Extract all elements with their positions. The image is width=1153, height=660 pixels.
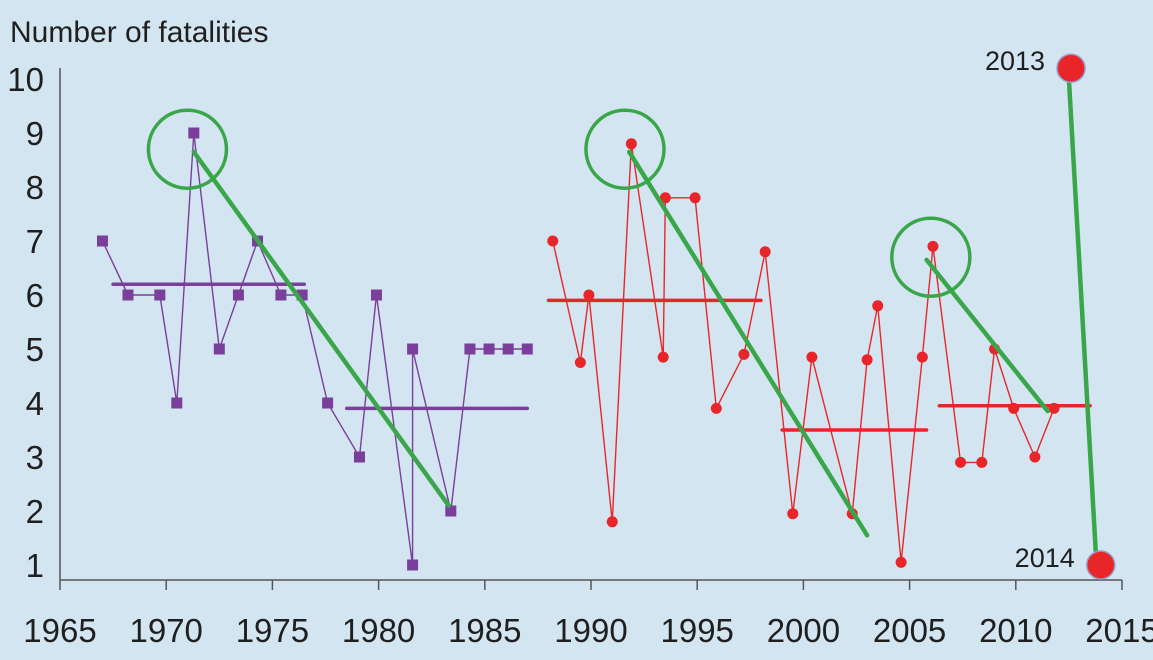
series-line — [552, 143, 1055, 563]
x-tick-label: 1965 — [23, 612, 96, 649]
y-tick-label: 3 — [26, 439, 44, 476]
x-tick-label: 2015 — [1085, 612, 1153, 649]
highlight-circle — [584, 108, 666, 190]
data-point — [806, 351, 818, 363]
data-point — [122, 289, 134, 301]
highlight-circle — [890, 216, 972, 298]
data-point — [547, 235, 559, 247]
data-point — [370, 289, 382, 301]
data-point — [502, 343, 514, 355]
x-tick-label: 1995 — [660, 612, 733, 649]
data-point — [407, 559, 419, 571]
trend-line — [626, 149, 870, 538]
data-point — [445, 505, 457, 517]
data-point — [322, 397, 334, 409]
big-points: 2013 2014 — [985, 46, 1116, 580]
data-point — [710, 402, 722, 414]
data-point — [483, 343, 495, 355]
data-point — [171, 397, 183, 409]
data-point — [657, 351, 669, 363]
data-point — [872, 300, 884, 312]
data-point — [353, 451, 365, 463]
y-tick-label: 5 — [26, 331, 44, 368]
x-tick-label: 1985 — [448, 612, 521, 649]
y-tick-label: 7 — [26, 223, 44, 260]
data-point — [895, 556, 907, 568]
big-point-label: 2014 — [1015, 543, 1075, 573]
data-point — [1008, 402, 1020, 414]
data-point — [861, 354, 873, 366]
data-point — [213, 343, 225, 355]
data-point — [154, 289, 166, 301]
data-point — [976, 456, 988, 468]
y-tick-label: 4 — [26, 385, 44, 422]
data-point — [96, 235, 108, 247]
x-tick-labels: 1965 1970 1975 1980 1985 1990 1995 2000 2005 2010… — [23, 580, 1153, 649]
big-point-label: 2013 — [985, 46, 1045, 76]
trend-line — [191, 149, 451, 508]
data-point — [606, 516, 618, 528]
y-tick-label: 2 — [26, 493, 44, 530]
x-tick-label: 2005 — [873, 612, 946, 649]
x-tick-label: 2000 — [767, 612, 840, 649]
data-point — [583, 289, 595, 301]
data-point — [407, 343, 419, 355]
x-tick-label: 1975 — [236, 612, 309, 649]
x-tick-label: 1980 — [342, 612, 415, 649]
data-point — [464, 343, 476, 355]
trend-line — [1066, 76, 1099, 568]
data-point — [521, 343, 533, 355]
trend-line — [924, 257, 1050, 414]
data-point — [1029, 451, 1041, 463]
y-tick-label: 10 — [7, 61, 44, 98]
data-point — [689, 192, 701, 204]
data-point — [574, 357, 586, 368]
x-tick-label: 1990 — [554, 612, 627, 649]
big-point — [1056, 53, 1086, 83]
data-point — [955, 456, 967, 468]
data-series — [96, 127, 1060, 571]
x-tick-label: 2010 — [979, 612, 1052, 649]
x-tick-label: 1970 — [129, 612, 202, 649]
big-point — [1086, 550, 1116, 580]
data-point — [759, 246, 771, 258]
data-point — [916, 351, 928, 363]
data-point — [659, 192, 671, 204]
data-point — [232, 289, 244, 301]
highlight-circles — [146, 108, 972, 298]
y-tick-labels: 1 2 3 4 5 6 7 8 9 10 — [7, 61, 44, 584]
data-point — [787, 508, 799, 520]
y-tick-label: 1 — [26, 547, 44, 584]
trend-lines — [191, 76, 1099, 568]
data-point — [625, 138, 637, 150]
data-point — [1048, 402, 1060, 414]
series-line — [101, 132, 528, 566]
data-point — [275, 289, 287, 301]
data-point — [738, 348, 750, 360]
y-tick-label: 8 — [26, 169, 44, 206]
y-tick-label: 6 — [26, 277, 44, 314]
y-tick-label: 9 — [26, 115, 44, 152]
highlight-circle — [146, 108, 229, 190]
data-point — [296, 289, 308, 301]
data-point — [188, 127, 200, 139]
mean-lines — [111, 282, 1092, 432]
data-point — [927, 240, 939, 252]
y-axis-label: Number of fatalities — [10, 16, 268, 49]
